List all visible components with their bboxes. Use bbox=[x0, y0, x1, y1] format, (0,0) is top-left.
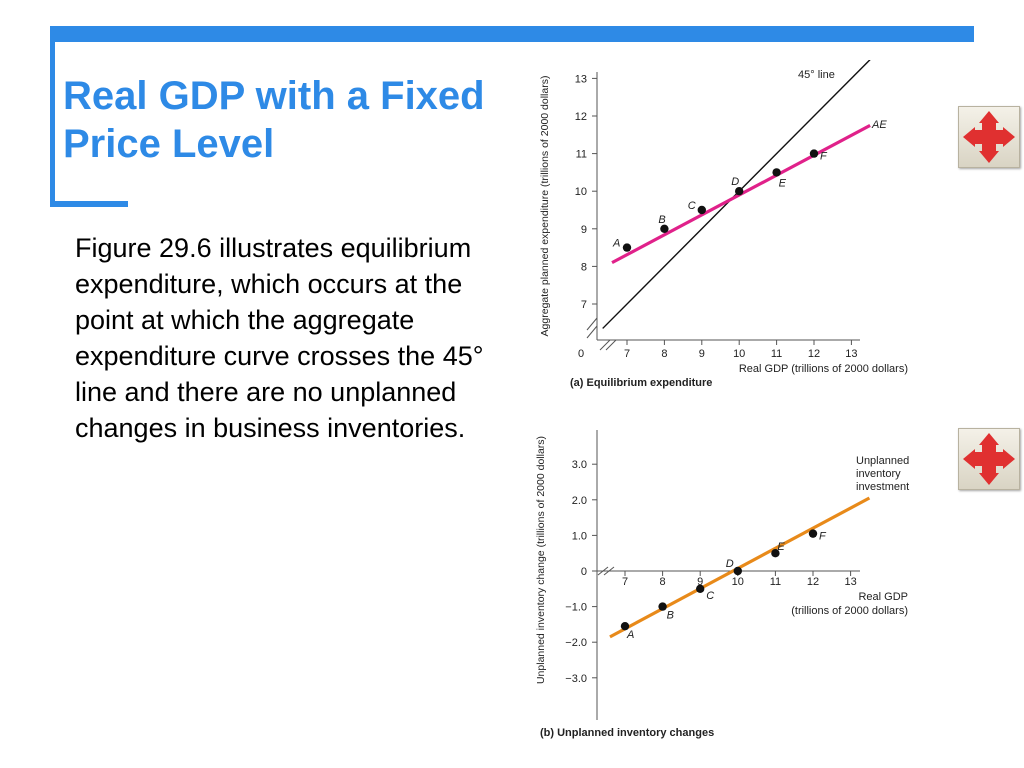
x-tick-label: 11 bbox=[770, 576, 781, 588]
data-point-A bbox=[620, 621, 630, 631]
data-point-B bbox=[660, 224, 669, 233]
slide-body-text: Figure 29.6 illustrates equilibrium expe… bbox=[75, 233, 484, 443]
y-tick-label: 12 bbox=[575, 111, 587, 123]
axis-break-mark bbox=[586, 325, 598, 339]
x-axis-label: Real GDP (trillions of 2000 dollars) bbox=[739, 363, 908, 375]
axis-break-mark bbox=[599, 339, 611, 351]
axis-break-mark bbox=[586, 317, 598, 331]
data-point-F bbox=[809, 149, 819, 158]
y-tick-label: 9 bbox=[581, 224, 587, 236]
data-point-label: C bbox=[688, 200, 696, 212]
chart-unplanned-inventory-changes: 7 8 9 10 11 12 13 3.0 2.0 1.0 0 −1.0 −2.0 −3.0 A B C D E F (… bbox=[535, 430, 909, 739]
data-point-E bbox=[772, 168, 781, 177]
data-point-label: D bbox=[726, 558, 734, 570]
y-tick-label: 8 bbox=[581, 261, 587, 273]
x-tick-label: 12 bbox=[807, 576, 819, 588]
chart-equilibrium-expenditure: 7 8 9 10 11 12 13 7 8 9 10 11 12 13 A B C D E F (a) Equilibr… bbox=[539, 60, 908, 389]
series-name-line: investment bbox=[856, 481, 909, 493]
series-name-line: Unplanned bbox=[856, 455, 909, 467]
slide-title: Real GDP with a Fixed Price Level bbox=[63, 74, 485, 166]
x-axis-label-line1: Real GDP bbox=[858, 591, 908, 603]
data-point-label: F bbox=[820, 151, 828, 163]
y-tick-label: 7 bbox=[581, 299, 587, 311]
y-tick-label: −2.0 bbox=[565, 637, 587, 649]
y-tick-label: 3.0 bbox=[572, 459, 587, 471]
data-point-F bbox=[808, 529, 818, 538]
y-tick-label: 11 bbox=[576, 149, 587, 161]
nav-button-bottom[interactable] bbox=[958, 428, 1020, 490]
y-tick-label: 1.0 bbox=[572, 530, 587, 542]
axis-break-mark bbox=[603, 566, 615, 576]
x-tick-label: 10 bbox=[733, 348, 745, 360]
y-tick-label: 10 bbox=[575, 186, 587, 198]
data-point-label: C bbox=[706, 590, 714, 602]
data-point-label: F bbox=[819, 531, 827, 543]
data-point-A bbox=[622, 243, 632, 252]
y-tick-label: −3.0 bbox=[565, 673, 587, 685]
four-way-arrows-icon bbox=[963, 433, 1015, 485]
y-axis-label: Aggregate planned expenditure (trillions… bbox=[539, 76, 551, 337]
x-tick-label: 9 bbox=[699, 348, 705, 360]
y-tick-label: 2.0 bbox=[572, 495, 587, 507]
x-axis-label-line2: (trillions of 2000 dollars) bbox=[791, 605, 908, 617]
x-tick-label: 7 bbox=[622, 576, 628, 588]
four-way-arrows-icon bbox=[963, 111, 1015, 163]
data-point-label: B bbox=[658, 214, 665, 226]
origin-label: 0 bbox=[578, 348, 584, 360]
accent-left-bar bbox=[50, 26, 55, 206]
data-point-E bbox=[771, 549, 780, 558]
x-tick-label: 13 bbox=[844, 576, 856, 588]
accent-top-bar bbox=[50, 26, 974, 42]
data-point-label: E bbox=[779, 177, 787, 189]
y-tick-label: 13 bbox=[575, 73, 587, 85]
data-point-D bbox=[735, 187, 744, 196]
data-point-B bbox=[658, 602, 667, 611]
x-tick-label: 9 bbox=[697, 576, 703, 588]
chart-title: (b) Unplanned inventory changes bbox=[540, 727, 714, 739]
data-point-label: E bbox=[777, 541, 785, 553]
data-point-label: B bbox=[667, 610, 674, 622]
data-point-D bbox=[733, 566, 742, 576]
x-tick-label: 8 bbox=[660, 576, 666, 588]
axis-break-mark bbox=[605, 339, 617, 351]
x-tick-label: 13 bbox=[845, 348, 857, 360]
x-tick-label: 12 bbox=[808, 348, 820, 360]
y-tick-label: 0 bbox=[581, 566, 587, 578]
chart-title: (a) Equilibrium expenditure bbox=[570, 377, 712, 389]
series-name-line: inventory bbox=[856, 468, 901, 480]
axis-break-mark bbox=[597, 566, 609, 576]
accent-bottom-stub bbox=[50, 201, 128, 207]
y-tick-label: −1.0 bbox=[565, 602, 587, 614]
data-point-C bbox=[697, 205, 706, 215]
series-name-45-line: 45° line bbox=[798, 69, 835, 81]
data-point-label: A bbox=[612, 238, 620, 250]
data-point-label: A bbox=[626, 629, 634, 641]
data-point-C bbox=[696, 584, 705, 593]
nav-button-top[interactable] bbox=[958, 106, 1020, 168]
x-tick-label: 11 bbox=[771, 348, 782, 360]
x-tick-label: 8 bbox=[661, 348, 667, 360]
series-name-ae: AE bbox=[871, 119, 887, 131]
x-tick-label: 10 bbox=[732, 576, 744, 588]
data-point-label: D bbox=[731, 176, 739, 188]
x-tick-label: 7 bbox=[624, 348, 630, 360]
y-axis-label: Unplanned inventory change (trillions of… bbox=[535, 436, 547, 684]
